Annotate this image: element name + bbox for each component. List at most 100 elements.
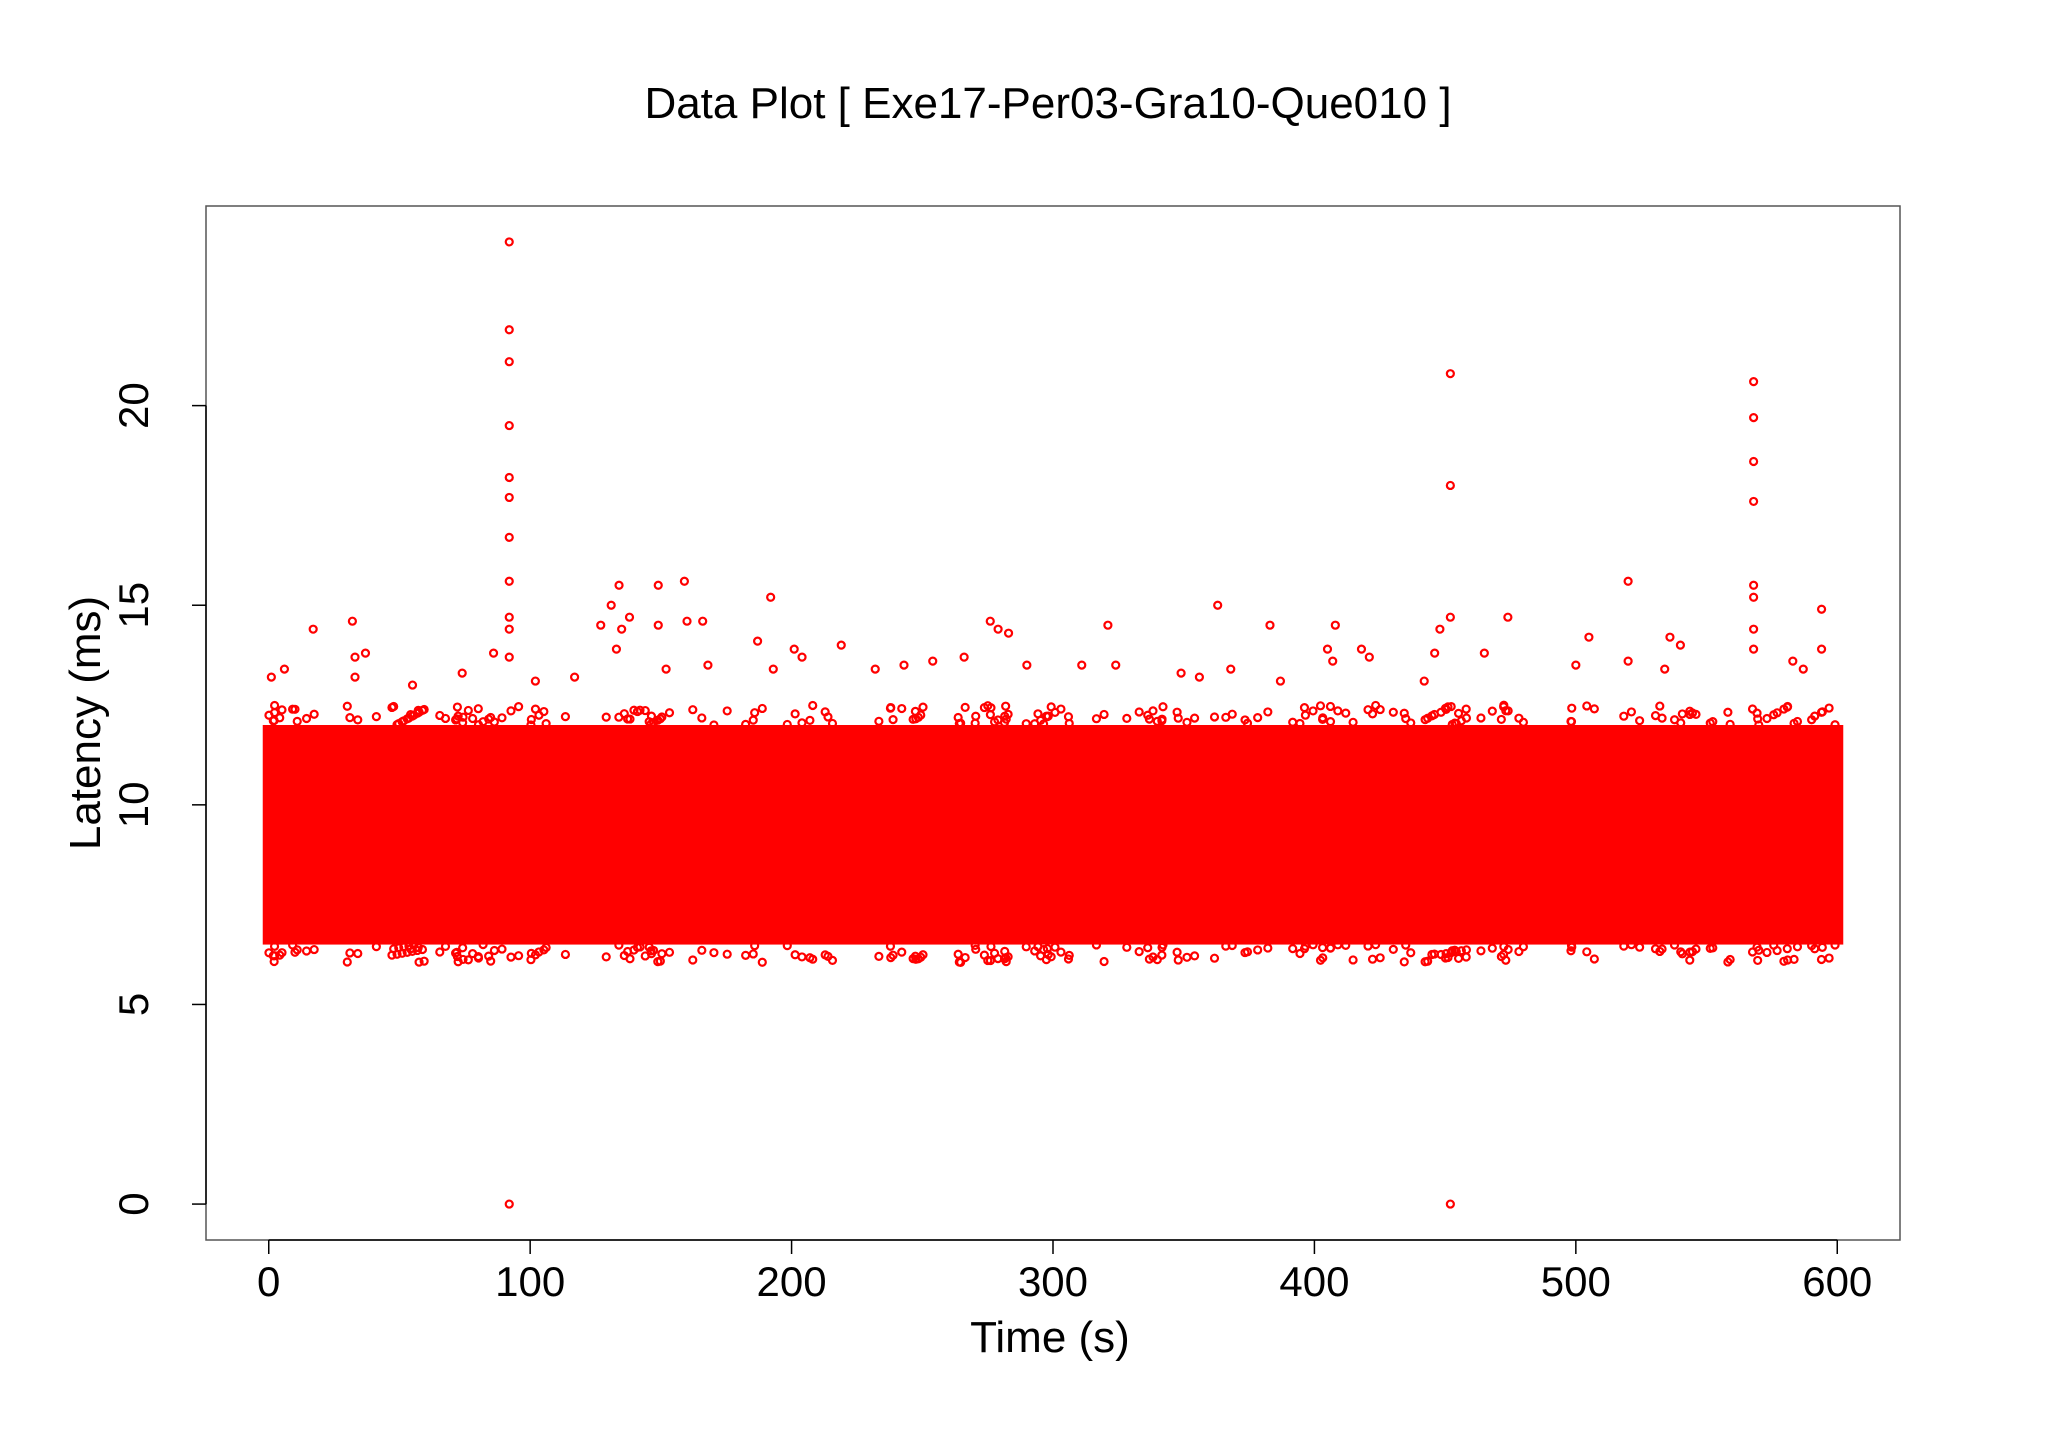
data-point xyxy=(1503,612,1513,622)
band-edge-point xyxy=(1317,943,1328,953)
band-edge-point xyxy=(1779,956,1789,966)
band-edge-point xyxy=(953,949,963,959)
band-edge-point xyxy=(478,939,488,950)
band-edge-point xyxy=(655,956,665,966)
band-edge-point xyxy=(541,942,551,953)
band-edge-point xyxy=(270,700,280,711)
band-edge-point xyxy=(1348,717,1358,727)
band-edge-point xyxy=(1030,946,1040,956)
band-edge-point xyxy=(1443,702,1453,712)
band-edge-point xyxy=(1817,707,1827,717)
data-point xyxy=(1749,496,1759,507)
band-edge-point xyxy=(1227,940,1237,951)
band-edge-point xyxy=(782,941,792,951)
band-edge-point xyxy=(1341,940,1351,950)
x-tick-label: 300 xyxy=(1018,1258,1088,1305)
band-edge-point xyxy=(1182,717,1192,727)
band-edge-point xyxy=(954,957,964,967)
band-edge-point xyxy=(1443,952,1453,963)
band-edge-point xyxy=(497,713,507,723)
data-point xyxy=(407,680,418,690)
band-edge-point xyxy=(1063,712,1074,722)
band-edge-point xyxy=(1824,703,1834,713)
x-tick-label: 0 xyxy=(257,1258,280,1305)
band-edge-point xyxy=(514,702,524,712)
data-point xyxy=(1445,369,1455,379)
band-edge-point xyxy=(1582,701,1592,711)
band-edge-point xyxy=(1461,713,1472,723)
band-edge-point xyxy=(1318,713,1328,723)
data-point xyxy=(624,612,635,622)
band-edge-point xyxy=(954,718,964,729)
band-edge-point xyxy=(497,944,507,954)
data-point xyxy=(611,644,622,654)
band-edge-point xyxy=(484,714,494,724)
data-point xyxy=(530,676,540,686)
band-edge-point xyxy=(1626,940,1637,950)
y-axis-label: Latency (ms) xyxy=(61,596,110,850)
band-edge-point xyxy=(971,944,981,954)
band-edge-point xyxy=(808,700,818,711)
data-point xyxy=(1103,620,1113,630)
band-edge-point xyxy=(1487,943,1497,953)
band-edge-point xyxy=(1325,701,1336,712)
band-edge-point xyxy=(619,950,629,961)
band-edge-point xyxy=(1626,707,1637,717)
data-point xyxy=(266,672,276,682)
dense-band-fill xyxy=(262,724,1844,945)
band-edge-point xyxy=(1333,706,1343,716)
data-point xyxy=(1022,660,1032,670)
band-edge-point xyxy=(414,957,424,967)
band-edge-point xyxy=(440,713,451,724)
band-edge-point xyxy=(1817,942,1827,952)
data-point xyxy=(1749,456,1759,467)
x-tick-label: 200 xyxy=(757,1258,827,1305)
band-edge-point xyxy=(1754,720,1764,730)
band-edge-point xyxy=(473,720,484,730)
data-point xyxy=(1330,620,1340,630)
band-edge-point xyxy=(629,705,639,715)
data-point xyxy=(768,664,778,674)
band-edge-point xyxy=(1752,708,1762,718)
data-point xyxy=(1322,644,1333,654)
band-edge-point xyxy=(790,709,800,719)
band-edge-point xyxy=(342,957,352,967)
band-edge-point xyxy=(1499,942,1509,952)
band-edge-point xyxy=(1753,955,1763,966)
data-point xyxy=(698,616,708,626)
band-edge-point xyxy=(1816,954,1827,965)
data-point xyxy=(985,616,995,626)
band-edge-point xyxy=(1288,943,1298,954)
band-edge-point xyxy=(1308,706,1318,716)
band-edge-point xyxy=(440,941,451,952)
data-point xyxy=(1435,624,1445,634)
band-edge-point xyxy=(1001,701,1011,711)
band-edge-point xyxy=(534,947,544,957)
band-edge-point xyxy=(797,952,807,962)
data-point xyxy=(1213,600,1223,610)
band-edge-point xyxy=(1189,951,1200,961)
data-point xyxy=(752,636,763,646)
band-edge-point xyxy=(1772,708,1782,718)
band-edge-point xyxy=(1518,942,1529,952)
band-edge-point xyxy=(1134,707,1144,717)
band-edge-point xyxy=(1677,949,1687,959)
data-point xyxy=(1226,664,1236,674)
band-edge-point xyxy=(644,717,654,727)
data-point xyxy=(1364,652,1374,662)
band-edge-point xyxy=(888,950,898,960)
x-axis-label: Time (s) xyxy=(970,1313,1130,1362)
band-edge-point xyxy=(1209,953,1220,963)
band-edge-point xyxy=(888,714,898,725)
band-edge-point xyxy=(1567,703,1577,713)
band-edge-point xyxy=(1152,716,1162,726)
data-point xyxy=(1749,580,1759,590)
data-point xyxy=(606,600,616,610)
band-edge-point xyxy=(797,718,807,728)
band-edge-point xyxy=(657,949,667,959)
band-edge-point xyxy=(750,708,760,718)
band-edge-point xyxy=(1099,709,1109,720)
band-edge-point xyxy=(458,943,468,953)
band-edge-point xyxy=(1388,944,1398,954)
data-point xyxy=(797,652,807,662)
